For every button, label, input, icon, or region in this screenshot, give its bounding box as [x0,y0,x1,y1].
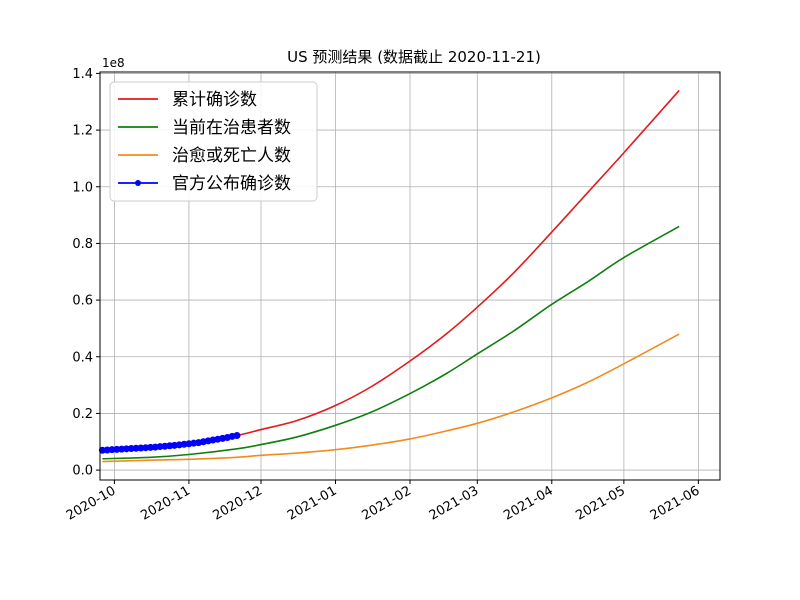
series-lines [98,89,680,463]
x-tick-label: 2021-03 [427,483,482,523]
y-tick-label: 0.4 [72,350,93,365]
y-tick-label: 0.6 [72,294,93,309]
grid [100,72,720,480]
legend-label: 当前在治患者数 [172,118,291,138]
legend-label: 累计确诊数 [172,90,257,110]
legend-label: 官方公布确诊数 [172,174,291,194]
chart-title: US 预测结果 (数据截止 2020-11-21) [287,48,541,66]
y-tick-label: 1.4 [72,67,93,82]
x-tick-label: 2021-05 [573,483,628,523]
series-line-3 [102,333,680,463]
x-tick-label: 2020-12 [210,483,265,523]
x-tick-label: 2021-01 [285,483,340,523]
x-axis: 2020-10 2020-11 2020-12 2021-01 2021-02 2021-… [64,480,703,524]
x-tick-label: 2021-02 [359,483,414,523]
y-tick-label: 0.2 [72,407,93,422]
y-axis: 0.0 0.2 0.4 0.6 0.8 1.0 1.2 1.4 [72,67,100,479]
y-tick-label: 1.0 [72,180,93,195]
data-point [233,432,241,440]
x-tick-label: 2021-06 [648,483,703,523]
legend-marker [135,180,141,186]
legend-label: 治愈或死亡人数 [172,146,291,166]
x-tick-label: 2021-04 [501,483,556,523]
y-offset-label: 1e8 [102,56,125,70]
x-tick-label: 2020-11 [138,483,193,523]
x-tick-label: 2020-10 [64,483,119,523]
y-tick-label: 0.8 [72,237,93,252]
series-line-2 [102,225,680,460]
y-tick-label: 0.0 [72,464,93,479]
legend-box [109,81,318,202]
y-tick-label: 1.2 [72,124,93,139]
